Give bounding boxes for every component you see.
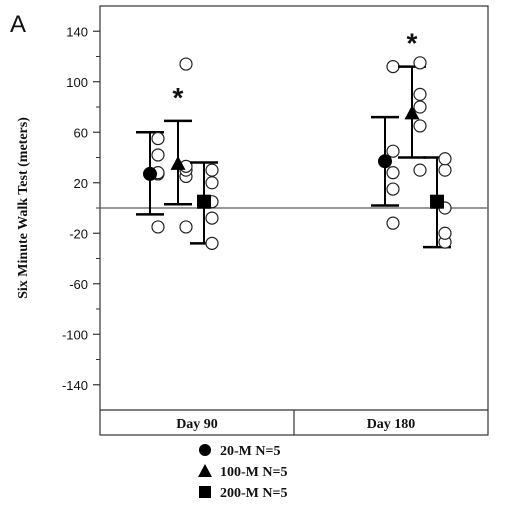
- individual-point: [386, 166, 400, 180]
- legend-marker: [199, 444, 211, 456]
- mean-marker: [143, 166, 157, 181]
- individual-point: [179, 57, 193, 71]
- individual-point: [386, 59, 400, 74]
- individual-point: [205, 176, 219, 190]
- individual-point: [151, 148, 165, 162]
- legend: 20-M N=5 100-M N=5 200-M N=5: [198, 444, 287, 501]
- individual-point: [179, 220, 193, 234]
- legend-label: 20-M N=5: [220, 444, 280, 459]
- individual-point: [413, 56, 427, 70]
- individual-point: [413, 87, 427, 101]
- category-band: Day 90 Day 180: [176, 417, 415, 432]
- mean-marker: [378, 154, 392, 169]
- significance-star: *: [173, 82, 184, 113]
- significance-star: *: [407, 28, 418, 59]
- individual-point: [386, 144, 400, 158]
- legend-marker: [198, 464, 212, 477]
- individual-point: [413, 119, 427, 133]
- y-tick-label: 140: [66, 24, 88, 39]
- plot-frame: [99, 5, 489, 436]
- individual-point: [438, 152, 452, 166]
- mean-marker: [404, 105, 420, 120]
- individual-point: [205, 211, 219, 225]
- mean-marker: [170, 155, 186, 170]
- individual-point: [205, 236, 219, 250]
- y-axis: 140 100 60 20 -20 -60 -100 -140: [62, 24, 100, 393]
- y-axis-title: Six Minute Walk Test (meters): [16, 117, 31, 299]
- individual-point: [386, 182, 400, 196]
- individual-point: [413, 100, 427, 114]
- category-label: Day 180: [367, 417, 416, 432]
- y-tick-label: -140: [62, 378, 88, 393]
- individual-point: [438, 163, 452, 177]
- individual-point: [386, 216, 400, 230]
- y-tick-label: 60: [74, 125, 88, 140]
- individual-point: [413, 163, 427, 177]
- mean-marker: [430, 194, 444, 209]
- individual-point: [438, 226, 452, 240]
- mean-marker: [197, 194, 211, 209]
- legend-label: 100-M N=5: [220, 465, 287, 480]
- y-tick-label: -60: [69, 277, 88, 292]
- y-tick-label: 20: [74, 176, 88, 191]
- legend-label: 200-M N=5: [220, 486, 287, 501]
- individual-point: [205, 163, 219, 177]
- panel-label: A: [10, 11, 26, 38]
- individual-point: [151, 131, 165, 146]
- y-tick-label: -20: [69, 226, 88, 241]
- y-tick-label: 100: [66, 75, 88, 90]
- category-label: Day 90: [176, 417, 218, 432]
- data-marks: **: [136, 28, 452, 250]
- y-tick-label: -100: [62, 327, 88, 342]
- individual-point: [151, 220, 165, 234]
- legend-marker: [199, 486, 211, 498]
